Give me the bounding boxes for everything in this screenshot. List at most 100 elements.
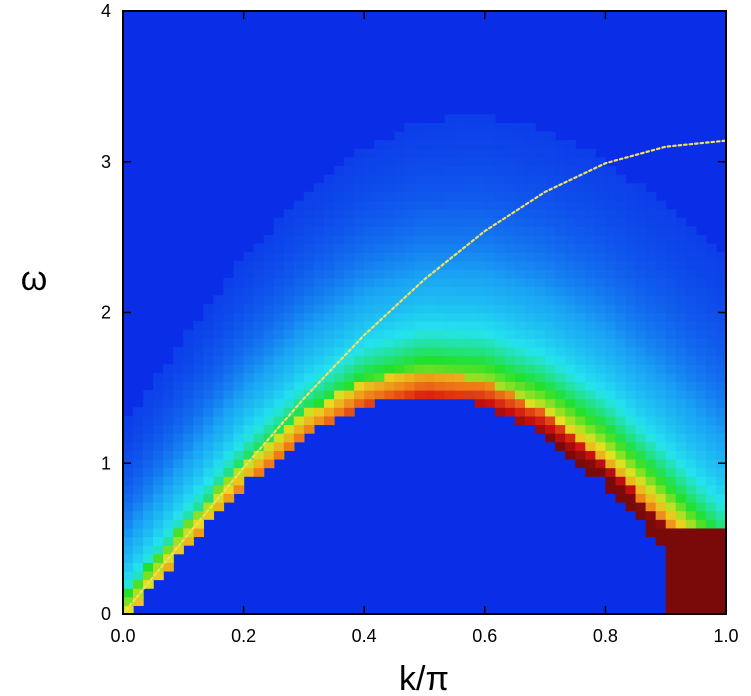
heatmap-cell xyxy=(705,269,717,279)
heatmap-cell xyxy=(123,493,134,503)
heatmap-cell xyxy=(645,398,657,408)
heatmap-cell xyxy=(203,398,215,408)
heatmap-cell xyxy=(414,269,426,279)
heatmap-cell xyxy=(183,484,194,494)
heatmap-cell xyxy=(173,433,184,443)
heatmap-cell xyxy=(133,450,144,460)
heatmap-cell xyxy=(243,303,255,314)
heatmap-cell xyxy=(615,260,627,271)
heatmap-cell xyxy=(655,467,667,477)
heatmap-cell xyxy=(444,303,456,314)
heatmap-cell xyxy=(585,390,596,400)
heatmap-cell xyxy=(585,252,596,262)
heatmap-cell xyxy=(283,372,295,383)
heatmap-cell xyxy=(233,286,245,296)
heatmap-cell xyxy=(675,252,687,262)
heatmap-cell xyxy=(665,398,677,408)
heatmap-cell xyxy=(535,295,546,305)
heatmap-cell xyxy=(193,502,204,512)
heatmap-cell xyxy=(424,183,436,193)
heatmap-cell xyxy=(243,458,255,469)
heatmap-cell xyxy=(153,467,164,477)
heatmap-cell xyxy=(444,131,456,141)
heatmap-cell xyxy=(585,441,596,451)
heatmap-cell xyxy=(535,148,546,159)
heatmap-cell xyxy=(484,166,496,176)
heatmap-cell xyxy=(293,243,305,253)
heatmap-cell xyxy=(625,191,637,202)
heatmap-cell xyxy=(655,226,667,236)
heatmap-cell xyxy=(535,424,546,434)
heatmap-cell xyxy=(444,321,456,331)
heatmap-cell xyxy=(444,234,456,245)
heatmap-cell xyxy=(163,476,174,486)
heatmap-cell xyxy=(324,321,335,331)
heatmap-cell xyxy=(193,329,204,339)
heatmap-cell xyxy=(273,269,285,279)
heatmap-cell xyxy=(555,191,566,202)
heatmap-cell xyxy=(163,493,174,503)
heatmap-cell xyxy=(484,183,496,193)
heatmap-cell xyxy=(123,476,134,486)
heatmap-cell xyxy=(464,303,476,314)
heatmap-cell xyxy=(344,398,355,408)
heatmap-cell xyxy=(655,527,667,538)
heatmap-cell xyxy=(615,476,627,486)
heatmap-cell xyxy=(344,329,355,339)
heatmap-cell xyxy=(454,260,466,271)
heatmap-cell xyxy=(665,596,677,606)
heatmap-cell xyxy=(143,398,154,408)
heatmap-cell xyxy=(303,260,315,271)
heatmap-cell xyxy=(193,415,204,426)
heatmap-cell xyxy=(635,217,647,227)
heatmap-cell xyxy=(263,269,275,279)
heatmap-cell xyxy=(705,372,717,383)
heatmap-cell xyxy=(313,312,325,322)
heatmap-cell xyxy=(193,398,204,408)
heatmap-cell xyxy=(655,381,667,391)
heatmap-cell xyxy=(434,278,446,288)
heatmap-cell xyxy=(324,226,335,236)
heatmap-cell xyxy=(655,493,667,503)
heatmap-cell xyxy=(665,346,677,357)
heatmap-cell xyxy=(685,303,697,314)
heatmap-cell xyxy=(675,372,687,383)
heatmap-cell xyxy=(283,226,295,236)
heatmap-cell xyxy=(354,166,365,176)
heatmap-cell xyxy=(143,536,154,546)
heatmap-cell xyxy=(374,174,385,184)
heatmap-cell xyxy=(273,381,285,391)
heatmap-cell xyxy=(605,364,617,374)
heatmap-cell xyxy=(525,415,536,426)
heatmap-cell xyxy=(384,381,395,391)
heatmap-cell xyxy=(303,278,315,288)
heatmap-cell xyxy=(645,346,657,357)
heatmap-cell xyxy=(675,450,687,460)
heatmap-cell xyxy=(354,398,365,408)
heatmap-cell xyxy=(163,407,174,417)
heatmap-cell xyxy=(595,295,606,305)
heatmap-cell xyxy=(324,243,335,253)
heatmap-cell xyxy=(313,415,325,426)
heatmap-cell xyxy=(555,303,566,314)
heatmap-cell xyxy=(555,226,566,236)
heatmap-cell xyxy=(635,355,647,365)
heatmap-cell xyxy=(545,372,556,383)
heatmap-cell xyxy=(705,562,717,572)
heatmap-cell xyxy=(334,295,345,305)
heatmap-cell xyxy=(143,458,154,469)
heatmap-cell xyxy=(675,536,687,546)
heatmap-cell xyxy=(675,243,687,253)
heatmap-cell xyxy=(163,415,174,426)
heatmap-cell xyxy=(464,269,476,279)
heatmap-cell xyxy=(705,252,717,262)
heatmap-cell xyxy=(313,295,325,305)
heatmap-cell xyxy=(384,243,395,253)
heatmap-cell xyxy=(504,131,516,141)
heatmap-cell xyxy=(394,260,405,271)
heatmap-cell xyxy=(575,415,586,426)
heatmap-cell xyxy=(625,415,637,426)
heatmap-cell xyxy=(525,157,536,167)
heatmap-cell xyxy=(575,191,586,202)
heatmap-cell xyxy=(454,329,466,339)
